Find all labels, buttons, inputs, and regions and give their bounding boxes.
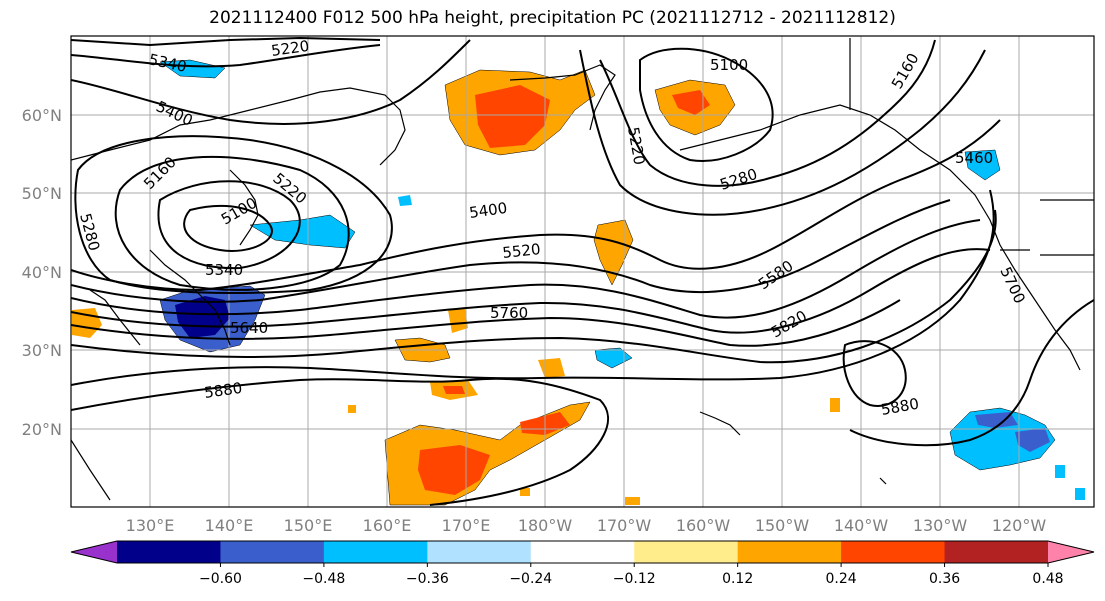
contour-label: 5880 xyxy=(203,379,243,402)
precip-negative-areas xyxy=(159,59,1085,500)
lon-label: 120°W xyxy=(992,516,1047,535)
map-border xyxy=(70,35,1095,508)
contour-label: 5520 xyxy=(502,240,542,262)
latitude-labels: 60°N 50°N 40°N 30°N 20°N xyxy=(22,106,62,439)
colorbar-swatch xyxy=(841,541,946,563)
lon-label: 180°W xyxy=(518,516,573,535)
contour-label: 5400 xyxy=(468,199,508,222)
colorbar-tick-label: 0.24 xyxy=(826,571,857,587)
colorbar-tick-label: 0.12 xyxy=(722,571,753,587)
colorbar-outline xyxy=(70,540,1095,564)
lat-label: 20°N xyxy=(22,420,62,439)
colorbar-swatch xyxy=(117,541,221,563)
lon-label: 170°W xyxy=(597,516,652,535)
lon-label: 140°W xyxy=(834,516,889,535)
lon-label: 130°W xyxy=(913,516,968,535)
lon-label: 150°W xyxy=(755,516,810,535)
lon-label: 130°E xyxy=(126,516,175,535)
colorbar-tick-label: 0.48 xyxy=(1032,571,1063,587)
colorbar-swatch xyxy=(323,541,428,563)
lon-label: 170°E xyxy=(442,516,491,535)
colorbar-tick-label: −0.60 xyxy=(199,571,242,587)
contour-label: 5640 xyxy=(230,319,268,337)
lon-label: 160°W xyxy=(676,516,731,535)
lon-label: 150°E xyxy=(284,516,333,535)
colorbar-tick-label: −0.36 xyxy=(406,571,449,587)
contour-label: 5340 xyxy=(205,261,243,279)
map-title: 2021112400 F012 500 hPa height, precipit… xyxy=(209,8,896,28)
precip-positive-areas xyxy=(72,69,840,506)
colorbar-swatch xyxy=(427,541,532,563)
contour-label: 5100 xyxy=(710,56,748,74)
lat-label: 40°N xyxy=(22,263,62,282)
colorbar-tick-label: −0.24 xyxy=(509,571,552,587)
contour-label: 5220 xyxy=(270,37,310,60)
colorbar-swatch xyxy=(634,541,739,563)
contour-label: 5460 xyxy=(955,149,993,167)
colorbar-swatch xyxy=(220,541,325,563)
colorbar-tick-label: 0.36 xyxy=(929,571,960,587)
colorbar-tick-label: −0.12 xyxy=(613,571,656,587)
colorbar-extend-low xyxy=(71,541,117,563)
colorbar-swatch xyxy=(530,541,635,563)
lat-label: 60°N xyxy=(22,106,62,125)
lat-label: 50°N xyxy=(22,184,62,203)
height-contours xyxy=(71,36,1094,506)
colorbar-swatch xyxy=(944,541,1049,563)
colorbar: −0.60 −0.48 −0.36 −0.24 −0.12 0.12 0.24 0.36 0.4… xyxy=(70,540,1095,587)
lon-label: 140°E xyxy=(205,516,254,535)
lat-label: 30°N xyxy=(22,341,62,360)
contour-label: 5760 xyxy=(490,304,528,322)
colorbar-swatch xyxy=(737,541,842,563)
coastlines xyxy=(71,38,1094,501)
graticule xyxy=(71,36,1094,507)
lon-label: 160°E xyxy=(363,516,412,535)
longitude-labels: 130°E 140°E 150°E 160°E 170°E 180°W 170°… xyxy=(126,516,1047,535)
colorbar-extend-high xyxy=(1048,541,1094,563)
colorbar-tick-label: −0.48 xyxy=(302,571,345,587)
